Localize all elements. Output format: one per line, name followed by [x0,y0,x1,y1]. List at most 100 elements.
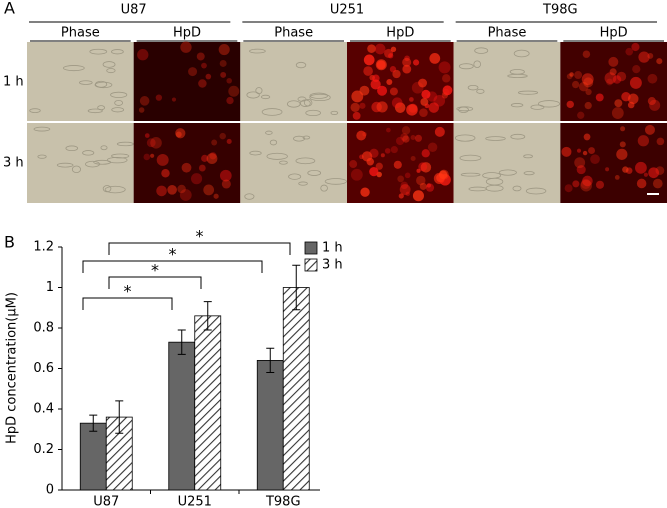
column-label: Phase [61,26,100,41]
cell [649,99,661,111]
cell [398,193,404,199]
cell [632,65,641,74]
cell [116,141,134,147]
cell [93,159,112,165]
cell [614,175,620,180]
cell [309,92,329,99]
cell [286,100,301,108]
micrograph [240,123,347,203]
cell [188,67,198,77]
cell [456,106,474,112]
cell [384,48,394,58]
cell [106,68,116,74]
cell [386,78,393,85]
cell [110,91,128,98]
cell [100,145,108,151]
error-bar [89,414,98,432]
cell [150,153,155,158]
cell [228,85,240,97]
cell [324,178,347,185]
cell [179,189,192,201]
cell [616,71,627,82]
cell [372,74,380,82]
cell [374,43,386,55]
cell [517,90,539,95]
cell [442,85,453,96]
cell [644,124,655,135]
cell [583,77,594,88]
cell [209,152,217,160]
cell [359,102,366,109]
cell [636,178,647,189]
hpd-image [560,42,667,122]
cell [584,101,592,110]
cell [350,102,360,113]
cell [156,185,167,197]
cell [627,93,639,105]
cell [266,152,288,160]
cell [410,135,416,140]
column-label: HpD [386,26,414,41]
cell [177,184,186,194]
bar [194,315,222,491]
cell [29,108,41,113]
cell [530,104,545,110]
cell [574,157,586,169]
cell [564,184,573,193]
y-tick-label: 0.2 [33,442,54,457]
cell [416,175,426,186]
cell [175,131,182,138]
cell [647,73,658,84]
cell [405,191,411,197]
cell [614,99,623,108]
cell [370,79,381,90]
cell [201,154,209,162]
cell [111,153,130,159]
micrograph [453,123,561,203]
micrograph [133,123,241,203]
cell [389,87,398,96]
bar [282,287,310,491]
cell [620,126,626,132]
cell [102,61,116,68]
cell [146,138,156,148]
cell [218,44,230,56]
cell [211,139,218,146]
cell [404,172,411,179]
cell [395,136,405,146]
legend-label: 1 h [322,241,343,256]
cell [389,66,397,73]
cell [473,60,482,68]
cell [226,138,232,144]
cell [656,58,663,65]
cell [367,44,376,53]
cell [467,84,479,91]
cell [525,187,547,195]
cell [442,74,451,83]
cell [82,150,95,156]
cell [537,100,561,108]
cell [406,104,418,116]
cell [138,107,145,113]
cell [581,73,594,86]
cell [226,77,232,84]
cell [485,184,504,192]
significance-bracket [108,242,291,255]
cell [302,135,311,140]
cell [619,141,626,148]
cell [428,102,440,113]
cell [410,155,416,162]
cell [89,48,108,55]
cell [196,52,205,61]
cell [574,71,583,80]
cell [104,185,126,194]
cell [590,154,600,165]
bar [168,341,196,491]
micrograph [560,42,667,122]
error-bar [115,400,124,434]
cell [198,164,206,172]
micrograph [133,41,241,122]
cell [380,153,385,158]
cell [609,68,617,76]
